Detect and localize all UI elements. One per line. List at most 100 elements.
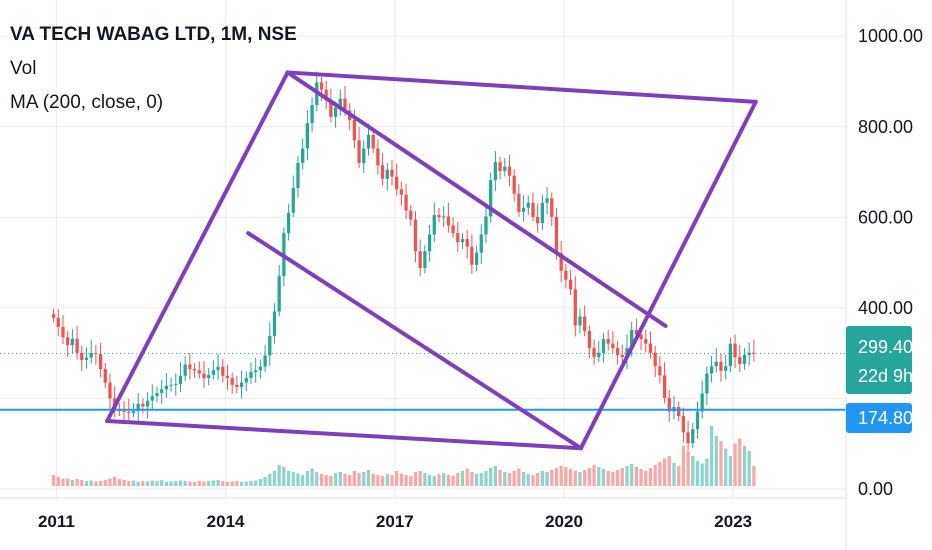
- volume-bar: [672, 463, 676, 486]
- candle-body: [183, 364, 187, 376]
- candle-body: [667, 397, 671, 412]
- candle-body: [700, 393, 704, 412]
- chart-title[interactable]: VA TECH WABAG LTD, 1M, NSE: [10, 24, 297, 45]
- volume-bar: [681, 446, 686, 486]
- candlesticks: [51, 71, 756, 451]
- volume-bar: [606, 471, 610, 486]
- candle-body: [611, 343, 615, 349]
- time-tick-label: 2014: [207, 512, 245, 531]
- price-tick-label: 1000.00: [858, 26, 923, 46]
- candle-body: [160, 389, 164, 393]
- candle-body: [202, 373, 206, 379]
- volume-bar: [719, 441, 723, 486]
- volume-bar: [343, 474, 347, 486]
- candle-body: [188, 364, 192, 369]
- candle-body: [207, 374, 211, 379]
- volume-bar: [235, 481, 239, 486]
- candle-body: [66, 337, 70, 345]
- volume-indicator-label[interactable]: Vol: [10, 58, 37, 79]
- candle-body: [517, 193, 521, 212]
- candle-body: [681, 416, 686, 433]
- volume-bar: [470, 472, 474, 486]
- candle-body: [648, 343, 653, 353]
- volume-bar: [662, 458, 667, 486]
- volume-bar: [578, 472, 582, 486]
- trendline-5[interactable]: [246, 231, 583, 451]
- volume-bar: [630, 464, 634, 486]
- candle-body: [404, 194, 408, 211]
- trendline-3[interactable]: [105, 419, 583, 451]
- candle-body: [559, 253, 563, 271]
- candle-body: [644, 339, 648, 344]
- candle-body: [310, 105, 314, 124]
- volume-bar: [489, 468, 493, 486]
- time-tick-label: 2017: [376, 512, 414, 531]
- volume-bar: [615, 470, 620, 486]
- price-axis[interactable]: 0.00 400.00 600.00 800.00 1000.00: [858, 26, 923, 499]
- candle-body: [230, 378, 234, 385]
- candle-body: [56, 317, 60, 327]
- candle-body: [677, 407, 681, 417]
- candle-body: [573, 289, 577, 326]
- candle-body: [225, 375, 230, 379]
- volume-bar: [437, 474, 441, 486]
- candle-body: [634, 330, 639, 335]
- volume-bar: [61, 478, 65, 486]
- volume-bar: [174, 481, 178, 486]
- candle-body: [192, 368, 197, 371]
- candle-body: [719, 361, 723, 371]
- volume-bar: [728, 456, 733, 486]
- volume-bar: [333, 473, 338, 486]
- volume-bar: [75, 479, 79, 486]
- trendline-4[interactable]: [285, 70, 668, 328]
- support-price-tag: [846, 403, 912, 433]
- chart-grid: [0, 0, 846, 498]
- candle-body: [291, 187, 295, 213]
- candle-body: [338, 98, 342, 108]
- volume-bar: [733, 443, 737, 486]
- volume-bar: [474, 474, 479, 486]
- support-price-label: 174.80: [858, 408, 913, 428]
- volume-bar: [427, 475, 432, 486]
- time-axis[interactable]: 2011 2014 2017 2020 2023: [38, 512, 752, 531]
- trendline-1[interactable]: [285, 70, 758, 104]
- candle-body: [521, 207, 526, 212]
- candle-body: [498, 162, 502, 172]
- volume-bar: [385, 474, 389, 486]
- candle-body: [178, 375, 183, 384]
- volume-bar: [611, 472, 615, 486]
- candle-body: [395, 176, 399, 190]
- candle-body: [169, 384, 173, 386]
- volume-bar: [56, 477, 60, 486]
- trendline-0[interactable]: [105, 70, 290, 424]
- price-tick-label: 400.00: [858, 298, 913, 318]
- candle-body: [272, 311, 277, 336]
- moving-average-label[interactable]: MA (200, close, 0): [10, 92, 164, 113]
- volume-bar: [296, 473, 300, 486]
- candle-body: [108, 382, 112, 399]
- candle-body: [714, 361, 718, 367]
- volume-bar: [644, 471, 648, 486]
- candle-body: [540, 202, 545, 224]
- volume-bar: [479, 473, 483, 486]
- candle-body: [474, 252, 479, 265]
- volume-bar: [399, 473, 404, 486]
- last-price-tag: [846, 326, 912, 394]
- volume-bar: [648, 468, 653, 486]
- candle-body: [507, 166, 512, 176]
- candle-body: [385, 169, 389, 179]
- volume-bar: [714, 436, 718, 486]
- volume-bar: [315, 472, 319, 486]
- trendlines[interactable]: [105, 70, 758, 451]
- volume-bar: [507, 473, 512, 486]
- candle-body: [423, 251, 427, 269]
- last-price-label: 299.40: [858, 337, 913, 357]
- volume-bar: [709, 426, 714, 486]
- volume-bar: [178, 480, 183, 486]
- volume-bar: [197, 481, 201, 486]
- trendline-2[interactable]: [578, 99, 758, 451]
- candle-body: [451, 225, 455, 234]
- volume-bar: [286, 471, 291, 486]
- volume-bar: [691, 456, 695, 486]
